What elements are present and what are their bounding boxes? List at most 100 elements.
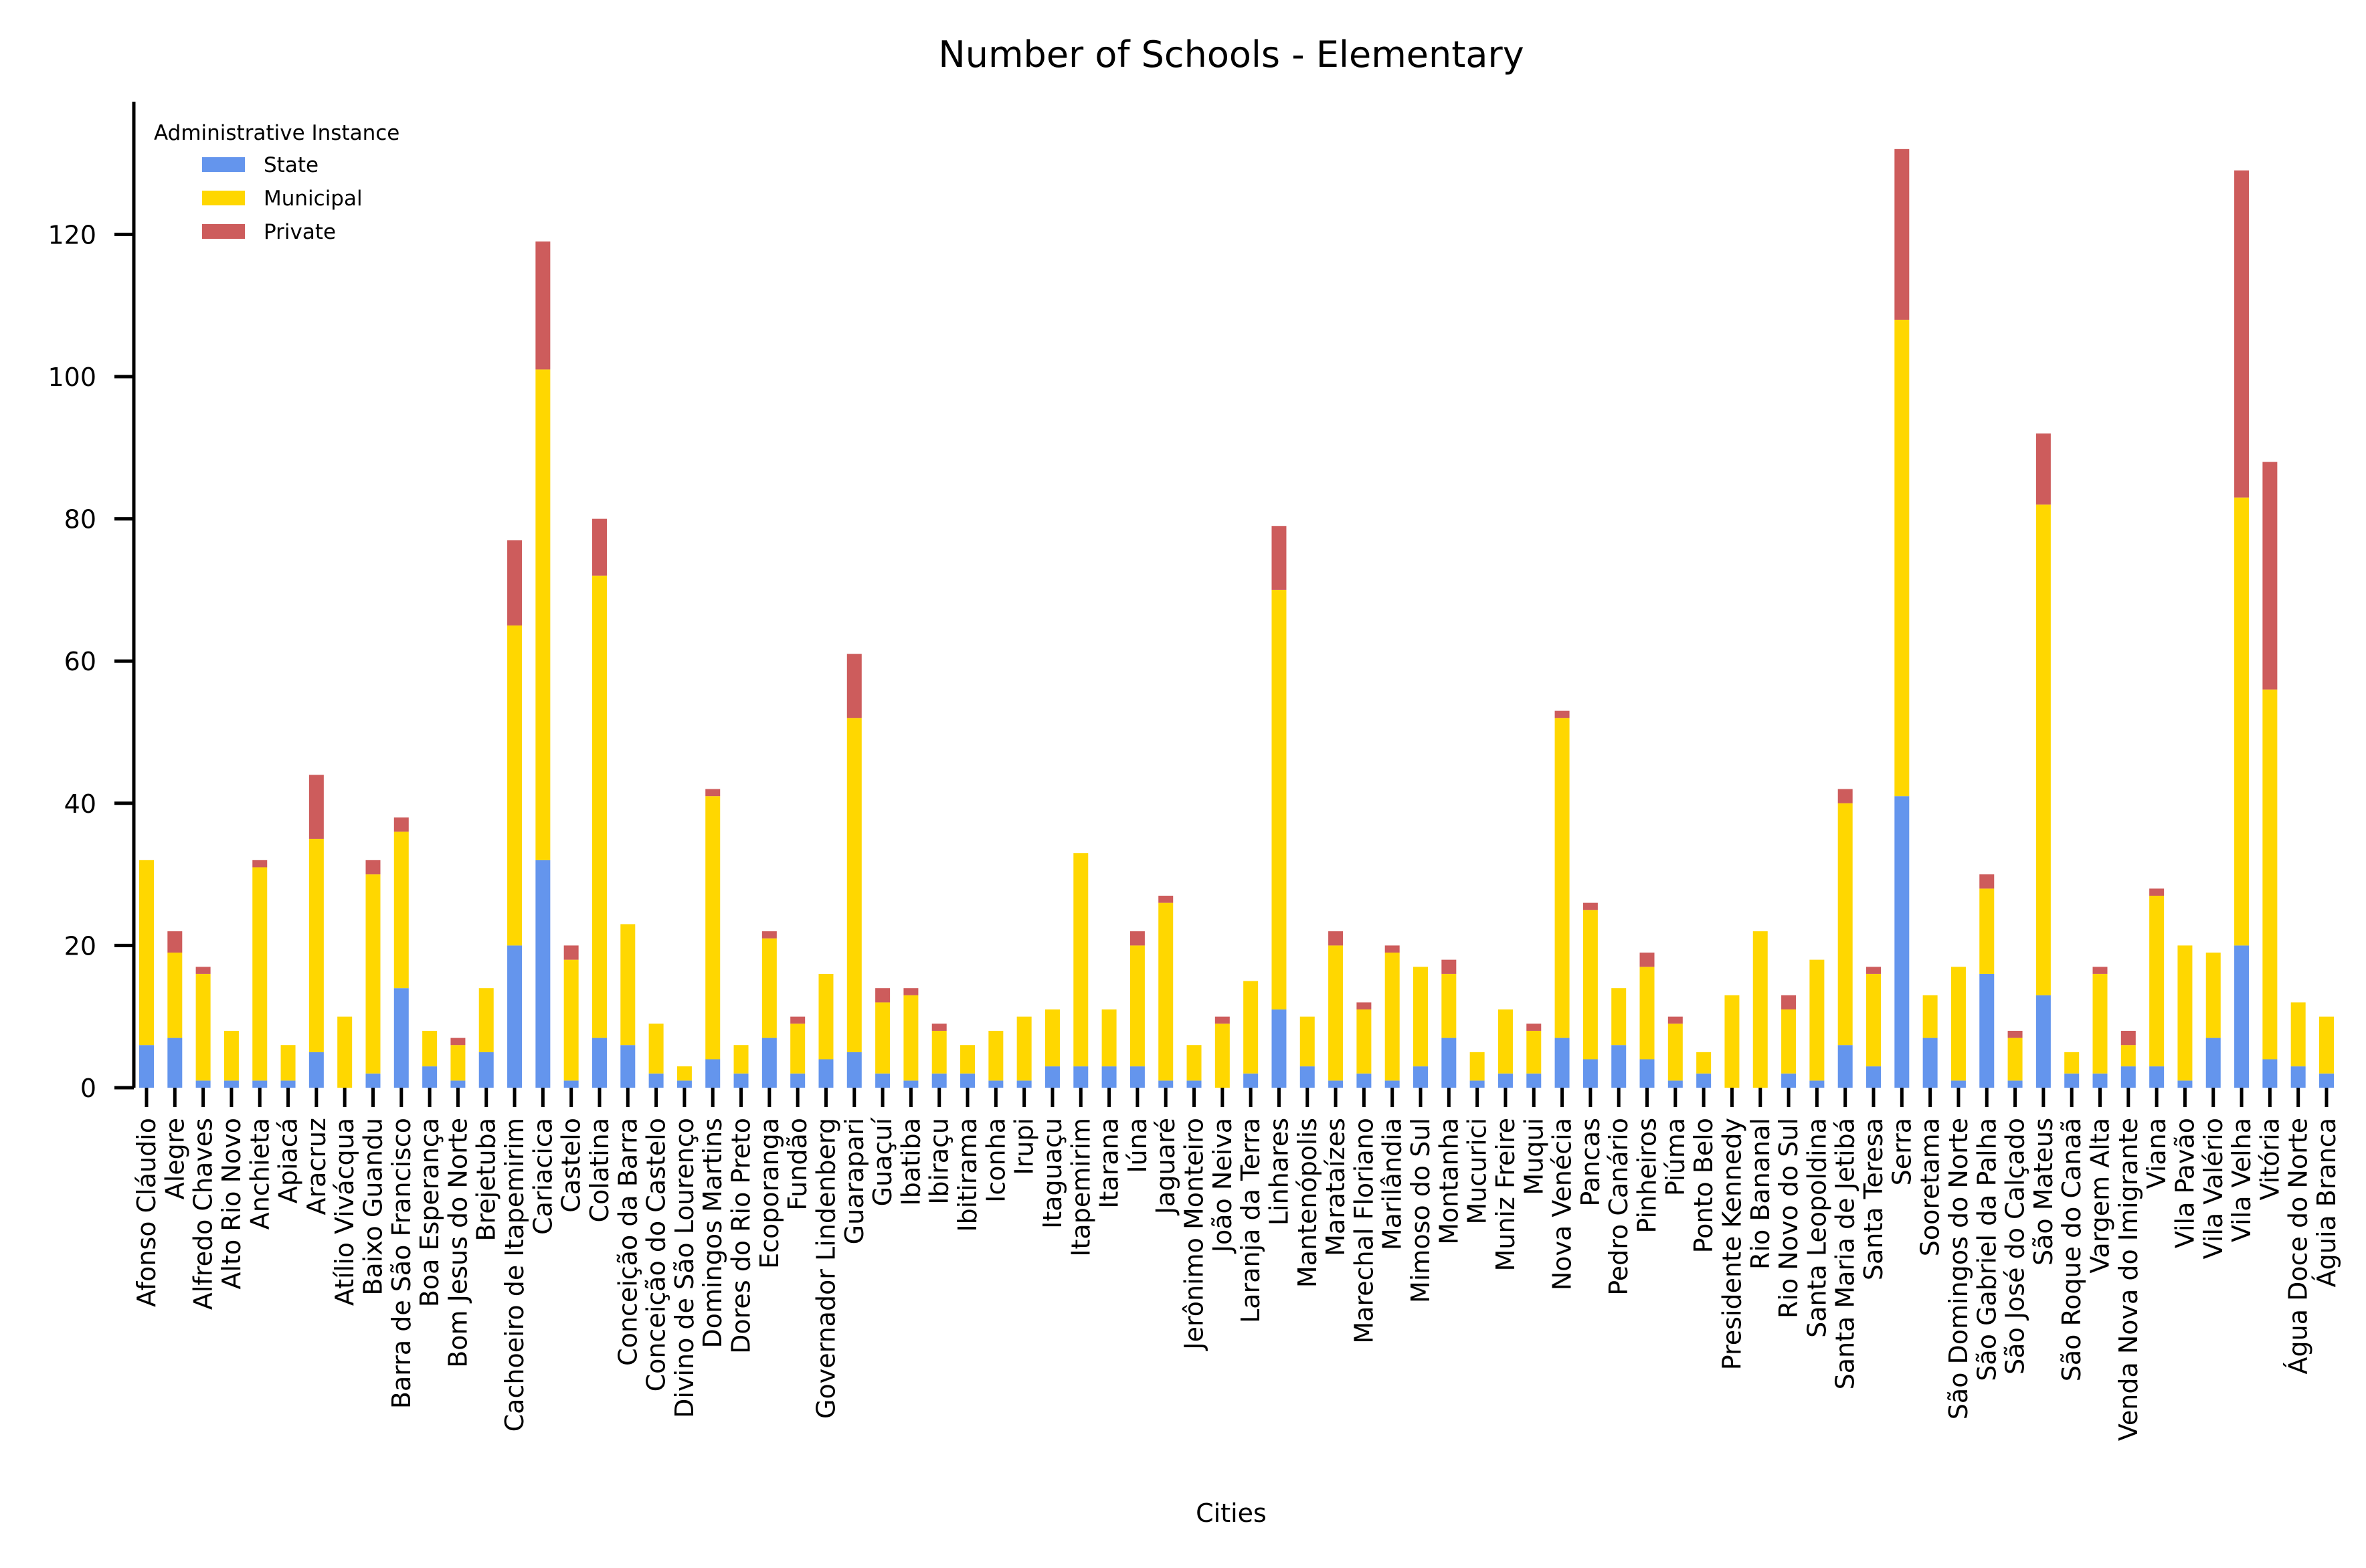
bars-layer <box>139 149 2334 1088</box>
x-tick-label: Brejetuba <box>472 1118 501 1242</box>
bar-municipal-38 <box>1214 1023 1230 1088</box>
x-tick-label: Vila Velha <box>2227 1118 2256 1242</box>
bar-municipal-26 <box>875 1002 891 1074</box>
x-tick-label: Mantenópolis <box>1293 1118 1322 1288</box>
bar-state-59 <box>1809 1080 1825 1088</box>
x-tick-label: Mimoso do Sul <box>1406 1118 1435 1303</box>
x-tick-label: Viana <box>2142 1118 2171 1189</box>
x-tick-label: Itaguaçu <box>1038 1118 1067 1229</box>
bar-state-17 <box>620 1045 636 1088</box>
bar-state-44 <box>1384 1080 1400 1088</box>
bar-municipal-54 <box>1667 1023 1683 1081</box>
bar-municipal-76 <box>2290 1002 2306 1067</box>
x-tick-label: Domingos Martins <box>698 1118 727 1348</box>
bar-state-35 <box>1129 1066 1145 1088</box>
bar-municipal-49 <box>1526 1030 1542 1074</box>
bar-municipal-33 <box>1073 853 1089 1067</box>
bar-private-40 <box>1271 526 1287 590</box>
bar-municipal-63 <box>1922 995 1938 1038</box>
bar-state-21 <box>733 1073 749 1088</box>
x-tick-label: Itarana <box>1095 1118 1124 1209</box>
x-tick-label: São José do Calçado <box>2001 1118 2030 1375</box>
bar-state-26 <box>875 1073 891 1088</box>
x-tick-label: Muniz Freire <box>1491 1118 1520 1272</box>
axes-layer: 0 20 40 60 80 100 120 Afonso CláudioAlegreAlfr… <box>48 102 2341 1441</box>
x-tick-label: Venda Nova do Imigrante <box>2114 1118 2143 1441</box>
bar-private-20 <box>705 789 721 797</box>
bar-private-44 <box>1384 945 1400 953</box>
x-tick-label: Rio Bananal <box>1746 1118 1775 1270</box>
bar-municipal-69 <box>2092 973 2108 1074</box>
bar-municipal-5 <box>280 1045 296 1081</box>
bar-private-62 <box>1894 149 1910 320</box>
bar-municipal-31 <box>1016 1016 1032 1081</box>
bar-state-31 <box>1016 1080 1032 1088</box>
bar-municipal-45 <box>1413 967 1429 1067</box>
bar-municipal-25 <box>846 718 862 1052</box>
bar-municipal-8 <box>365 874 381 1074</box>
bar-state-75 <box>2262 1059 2278 1088</box>
bar-state-50 <box>1554 1038 1570 1088</box>
bar-municipal-14 <box>535 369 551 860</box>
bar-municipal-71 <box>2149 895 2165 1067</box>
bar-private-71 <box>2149 888 2165 896</box>
bar-municipal-66 <box>2007 1038 2023 1081</box>
x-tick-label: Barra de São Francisco <box>387 1118 416 1409</box>
x-tick-label: Jerônimo Monteiro <box>1180 1118 1209 1351</box>
bar-state-23 <box>790 1073 806 1088</box>
y-tick-label: 120 <box>48 220 96 250</box>
x-tick-label: Ibatiba <box>896 1118 925 1205</box>
x-tick-label: Guarapari <box>840 1118 869 1244</box>
bar-private-61 <box>1866 967 1882 974</box>
bar-private-4 <box>252 860 268 868</box>
bar-state-55 <box>1696 1073 1712 1088</box>
bar-state-22 <box>761 1038 777 1088</box>
bar-private-35 <box>1129 931 1145 946</box>
bar-state-29 <box>960 1073 976 1088</box>
x-tick-label: Alfredo Chaves <box>189 1118 218 1310</box>
x-tick-label: Iconha <box>981 1118 1010 1203</box>
bar-state-48 <box>1497 1073 1513 1088</box>
bar-municipal-50 <box>1554 718 1570 1038</box>
x-tick-label: Itapemirim <box>1066 1118 1095 1257</box>
bar-municipal-68 <box>2064 1052 2080 1074</box>
x-tick-label: Conceição da Barra <box>613 1118 642 1366</box>
x-tick-label: Mucurici <box>1463 1118 1492 1224</box>
bar-state-76 <box>2290 1066 2306 1088</box>
bar-municipal-56 <box>1724 995 1740 1088</box>
x-tick-label: Piúma <box>1661 1118 1690 1196</box>
bar-private-8 <box>365 860 381 875</box>
legend-swatch-state <box>202 157 245 172</box>
bar-state-51 <box>1582 1059 1598 1088</box>
bar-municipal-72 <box>2177 945 2193 1081</box>
legend-items: State Municipal Private <box>202 153 363 244</box>
bar-municipal-18 <box>648 1023 664 1074</box>
bar-municipal-35 <box>1129 945 1145 1067</box>
bar-state-5 <box>280 1080 296 1088</box>
legend: Administrative Instance State Municipal Pr… <box>154 121 399 244</box>
x-tick-label: Vitória <box>2255 1118 2284 1200</box>
bar-private-53 <box>1639 953 1655 967</box>
bar-state-41 <box>1299 1066 1315 1088</box>
x-tick-label: Santa Teresa <box>1859 1118 1888 1280</box>
bar-municipal-41 <box>1299 1016 1315 1067</box>
y-tick-label: 60 <box>64 647 96 676</box>
bar-state-8 <box>365 1073 381 1088</box>
x-tick-label: Pedro Canário <box>1604 1118 1633 1296</box>
x-tick-label: Governador Lindenberg <box>811 1118 840 1419</box>
bar-municipal-3 <box>223 1030 239 1081</box>
bar-municipal-11 <box>450 1045 466 1081</box>
bar-municipal-75 <box>2262 689 2278 1060</box>
x-tick-label: Anchieta <box>245 1118 274 1230</box>
bar-municipal-57 <box>1752 931 1768 1088</box>
x-tick-label: Castelo <box>557 1118 586 1213</box>
bar-state-52 <box>1611 1045 1627 1088</box>
bar-municipal-53 <box>1639 967 1655 1060</box>
bar-municipal-52 <box>1611 988 1627 1046</box>
x-tick-label: Dores do Rio Preto <box>727 1118 756 1354</box>
x-tick-label: Iúna <box>1123 1118 1152 1173</box>
bar-municipal-40 <box>1271 589 1287 1010</box>
y-tick-label: 0 <box>80 1074 96 1103</box>
bar-state-10 <box>422 1066 438 1088</box>
bar-state-58 <box>1781 1073 1797 1088</box>
